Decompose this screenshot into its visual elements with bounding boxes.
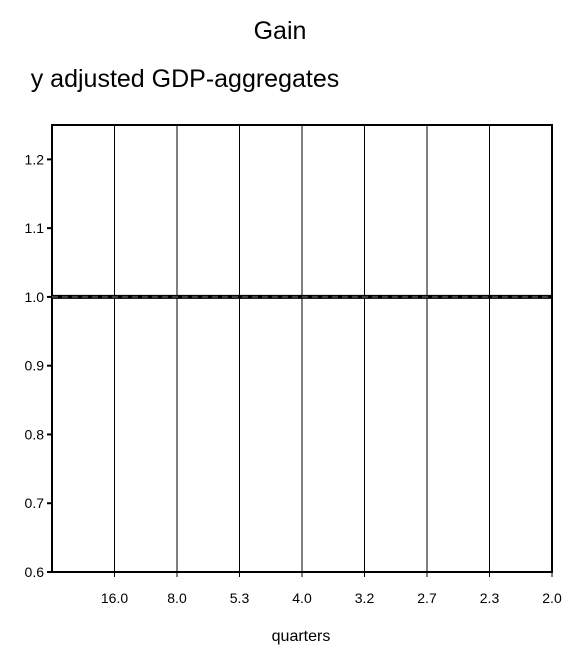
chart-title: Gain: [254, 17, 307, 45]
y-tick-label: 0.7: [25, 495, 45, 511]
x-tick-label: 5.3: [230, 590, 250, 606]
x-tick-label: 16.0: [101, 590, 128, 606]
y-tick-label: 1.1: [25, 220, 45, 236]
x-tick-label: 2.0: [542, 590, 562, 606]
plot-layer: 0.6 0.7 0.8 0.9 1.0 1.1 1.2 16.0 8.0 5.3 4.0 3.2 2.7…: [25, 124, 562, 606]
x-tick-label: 2.7: [417, 590, 437, 606]
chart-subtitle: y adjusted GDP-aggregates: [31, 65, 340, 93]
y-tick-label: 1.2: [25, 151, 45, 167]
y-tick-label: 0.9: [25, 358, 45, 374]
y-tick-label: 1.0: [25, 289, 45, 305]
x-tick-label: 8.0: [167, 590, 187, 606]
x-tick-label: 3.2: [355, 590, 375, 606]
y-tick-label: 0.6: [25, 564, 45, 580]
x-tick-label: 2.3: [480, 590, 500, 606]
x-axis-label: quarters: [272, 628, 331, 645]
y-tick-label: 0.8: [25, 426, 45, 442]
x-tick-label: 4.0: [292, 590, 312, 606]
